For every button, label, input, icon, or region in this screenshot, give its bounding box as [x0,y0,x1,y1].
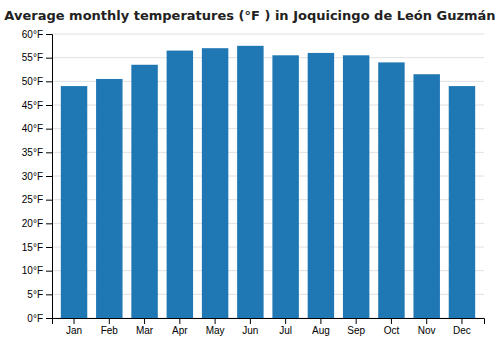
bar [61,86,87,318]
bar [131,65,157,318]
bar [343,55,369,318]
bars [61,46,475,318]
tick-label: Jun [242,325,258,336]
y-tick: 20°F [22,218,52,229]
tick-mark [391,318,392,324]
tick-label: 50°F [22,76,43,87]
y-tick: 50°F [22,76,52,87]
tick-mark [46,271,52,272]
bar [202,48,228,318]
tick-label: 15°F [22,242,43,253]
tick-label: Mar [136,325,154,336]
x-tick: Jan [66,318,82,336]
x-axis: Jan Feb Mar Apr May Jun Jul Aug Sep Oct Nov Dec [53,318,485,336]
tick-mark [46,200,52,201]
tick-label: Dec [453,325,471,336]
tick-label: Feb [101,325,119,336]
grid-line [52,57,484,58]
y-tick: 15°F [22,242,52,253]
bar [308,53,334,318]
x-tick: Oct [384,318,400,336]
title: Average monthly temperatures (°F ) in Jo… [4,8,495,23]
y-tick: 5°F [27,289,52,300]
y-tick: 10°F [22,265,52,276]
tick-mark [285,318,286,324]
x-tick: Nov [418,318,436,336]
tick-label: 25°F [22,194,43,205]
y-tick: 55°F [22,52,52,63]
y-axis: 0°F 5°F 10°F 15°F 20°F 25°F 30°F 35°F 40°F 45°F 50… [22,29,53,324]
x-tick: Dec [453,318,471,336]
bar [272,55,298,318]
tick-mark [46,294,52,295]
y-tick: 35°F [22,147,52,158]
tick-mark [461,318,462,324]
x-tick: Apr [172,318,188,336]
tick-mark [46,58,52,59]
tick-label: Apr [172,325,188,336]
axis-line [53,319,485,325]
tick-label: 40°F [22,123,43,134]
tick-mark [46,318,52,319]
tick-label: Jan [66,325,82,336]
bar [413,74,439,318]
chart-svg: 0°F 5°F 10°F 15°F 20°F 25°F 30°F 35°F 40°F 45°F 50… [0,0,500,350]
y-tick: 45°F [22,100,52,111]
tick-label: 30°F [22,171,43,182]
tick-label: Oct [384,325,400,336]
bar [449,86,475,318]
tick-label: May [206,325,225,336]
tick-mark [215,318,216,324]
tick-label: 0°F [27,313,43,324]
tick-label: 10°F [22,265,43,276]
bar [96,79,122,318]
y-tick: 30°F [22,171,52,182]
tick-label: Nov [418,325,436,336]
x-tick: Jul [279,318,292,336]
tick-label: Aug [312,325,330,336]
x-tick: Feb [101,318,119,336]
tick-mark [46,176,52,177]
tick-label: Jul [279,325,292,336]
tick-label: 55°F [22,52,43,63]
plot: 0°F 5°F 10°F 15°F 20°F 25°F 30°F 35°F 40°F 45°F 50… [22,29,485,336]
tick-mark [356,318,357,324]
tick-mark [46,81,52,82]
tick-mark [426,318,427,324]
tick-label: Sep [347,325,365,336]
y-tick: 40°F [22,123,52,134]
bar [167,51,193,318]
x-tick: Aug [312,318,330,336]
bar [237,46,263,318]
tick-mark [250,318,251,324]
y-tick: 0°F [27,313,52,324]
tick-mark [46,129,52,130]
tick-mark [320,318,321,324]
x-tick: Jun [242,318,258,336]
axis-line [46,35,53,319]
grid [52,34,484,318]
chart-container: 0°F 5°F 10°F 15°F 20°F 25°F 30°F 35°F 40°F 45°F 50… [0,0,500,350]
x-tick: May [206,318,225,336]
tick-mark [46,152,52,153]
tick-mark [46,247,52,248]
x-tick: Sep [347,318,365,336]
y-tick: 60°F [22,29,52,40]
tick-mark [46,105,52,106]
tick-mark [74,318,75,324]
grid-line [52,34,484,35]
tick-mark [46,34,52,35]
tick-label: 60°F [22,29,43,40]
tick-mark [109,318,110,324]
tick-mark [179,318,180,324]
y-tick: 25°F [22,194,52,205]
tick-label: 20°F [22,218,43,229]
tick-label: 45°F [22,100,43,111]
tick-mark [46,223,52,224]
x-tick: Mar [136,318,154,336]
tick-label: 35°F [22,147,43,158]
bar [378,62,404,318]
tick-mark [144,318,145,324]
tick-label: 5°F [27,289,43,300]
